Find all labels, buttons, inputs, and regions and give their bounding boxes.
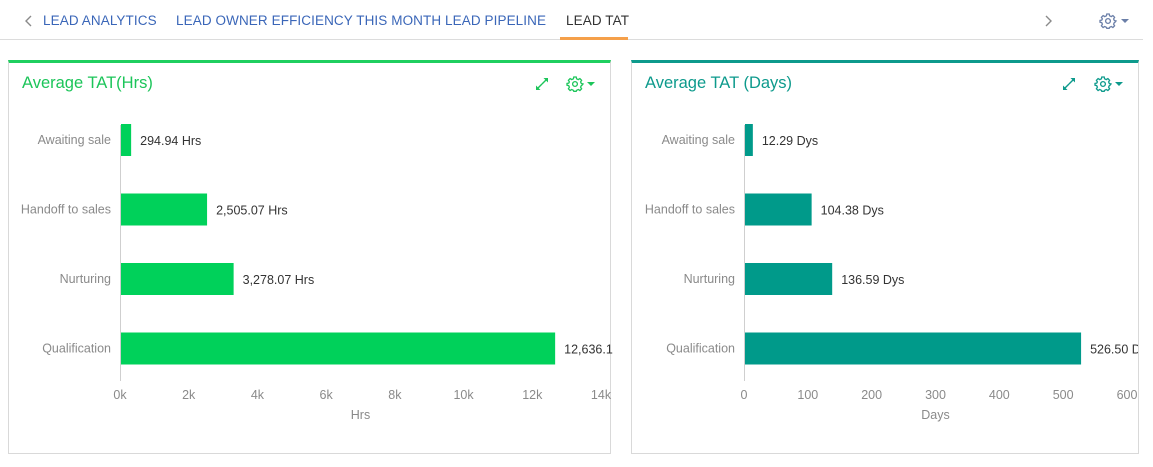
active-tab-indicator [560,37,628,40]
tat-days-chart: Awaiting sale 12.29 Dys Handoff to sales 10… [645,124,1139,422]
tat-days-panel: Average TAT (Days) Awaiting sale 12.29 Dy… [631,60,1139,454]
x-tick-label: 200 [861,388,882,402]
bar [745,332,1082,365]
tab-lead-pipeline[interactable]: LEAD PIPELINE [445,13,547,28]
bar [745,263,833,295]
x-tick-label: 0k [113,388,127,402]
bar [121,263,234,295]
panel-title: Average TAT(Hrs) [22,74,153,92]
x-tick-label: 500 [1053,388,1074,402]
data-label: 294.94 Hrs [140,134,201,148]
expand-icon[interactable] [535,77,549,91]
x-tick-label: 6k [320,388,334,402]
panel-settings-gear-icon[interactable] [1094,74,1126,94]
category-label: Handoff to sales [645,203,735,217]
x-axis-title: Days [921,408,949,422]
x-tick-label: 14k [591,388,612,402]
bar [121,124,132,156]
category-label: Qualification [666,342,735,356]
chevron-right-icon[interactable] [1041,12,1055,30]
tab-lead-owner-efficiency[interactable]: LEAD OWNER EFFICIENCY THIS MONTH [176,13,442,28]
x-tick-label: 8k [388,388,402,402]
expand-icon[interactable] [1062,77,1076,91]
gear-icon[interactable] [1099,11,1133,31]
data-label: 12,636.1 [564,343,613,357]
x-tick-label: 10k [453,388,474,402]
data-label: 3,278.07 Hrs [243,273,315,287]
chevron-left-icon[interactable] [22,12,36,30]
category-label: Awaiting sale [38,133,111,147]
x-tick-label: 2k [182,388,196,402]
x-tick-label: 100 [797,388,818,402]
data-label: 2,505.07 Hrs [216,204,288,218]
bar [121,332,556,365]
x-tick-label: 300 [925,388,946,402]
tab-lead-analytics[interactable]: LEAD ANALYTICS [43,13,157,28]
data-label: 526.50 D [1090,343,1139,357]
category-label: Nurturing [684,272,735,286]
x-tick-label: 12k [522,388,543,402]
bar [745,193,812,226]
category-label: Awaiting sale [662,133,735,147]
tat-hrs-panel: Average TAT(Hrs) Awaiting sale 294.94 Hrs… [8,60,613,454]
data-label: 12.29 Dys [762,134,818,148]
tab-lead-tat[interactable]: LEAD TAT [566,13,630,28]
x-tick-label: 600 [1117,388,1138,402]
panel-settings-gear-icon[interactable] [566,74,598,94]
tat-hrs-chart: Awaiting sale 294.94 Hrs Handoff to sales 2… [21,124,613,422]
bar [745,124,753,156]
x-axis-title: Hrs [351,408,370,422]
panel-title: Average TAT (Days) [645,74,793,92]
data-label: 104.38 Dys [821,204,884,218]
x-tick-label: 4k [251,388,265,402]
tab-bar: LEAD ANALYTICS LEAD OWNER EFFICIENCY THI… [0,0,1143,40]
category-label: Qualification [42,342,111,356]
x-tick-label: 0 [741,388,748,402]
category-label: Handoff to sales [21,203,111,217]
category-label: Nurturing [60,272,111,286]
x-tick-label: 400 [989,388,1010,402]
bar [121,193,208,226]
data-label: 136.59 Dys [841,273,904,287]
